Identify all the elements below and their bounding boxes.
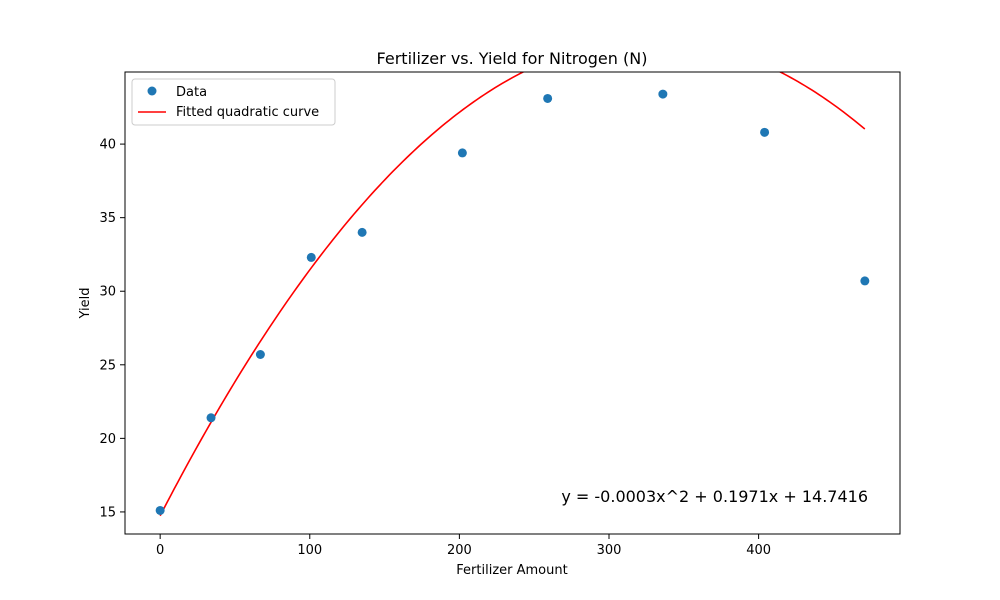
data-point (860, 276, 870, 286)
legend-marker-data (147, 86, 157, 96)
data-point (357, 227, 367, 237)
y-tick-label: 20 (99, 432, 116, 447)
x-axis-label: Fertilizer Amount (456, 563, 567, 578)
data-point (543, 93, 553, 103)
data-point (255, 349, 265, 359)
y-tick-label: 25 (99, 358, 116, 373)
y-tick-label: 35 (99, 211, 116, 226)
y-tick-label: 40 (99, 138, 116, 153)
legend-label-fit: Fitted quadratic curve (176, 105, 319, 120)
x-tick-label: 400 (746, 543, 771, 558)
data-point (206, 413, 216, 423)
data-point (155, 505, 165, 515)
x-tick-label: 0 (156, 543, 164, 558)
data-point (306, 252, 316, 262)
legend-box (131, 78, 336, 126)
fitted-quadratic-curve (159, 72, 866, 517)
legend-label-data: Data (176, 85, 207, 100)
chart-title: Fertilizer vs. Yield for Nitrogen (N) (377, 49, 648, 68)
x-tick-label: 200 (447, 543, 472, 558)
axes-frame (124, 71, 901, 535)
fit-curve-layer (159, 72, 866, 517)
plot-area (155, 72, 870, 517)
y-tick-label: 30 (99, 285, 116, 300)
data-point (658, 89, 668, 99)
data-points-layer (155, 89, 870, 515)
x-axis-ticks: 0 100 200 300 400 (156, 534, 771, 558)
legend: Data Fitted quadratic curve (131, 78, 336, 126)
y-tick-label: 15 (99, 505, 116, 520)
data-point (457, 148, 467, 158)
x-tick-label: 100 (297, 543, 322, 558)
data-point (760, 127, 770, 137)
x-tick-label: 300 (597, 543, 622, 558)
y-axis-label: Yield (78, 288, 93, 320)
fit-equation-annotation: y = -0.0003x^2 + 0.1971x + 14.7416 (561, 487, 868, 506)
y-axis-ticks: 15 20 25 30 35 40 (99, 138, 125, 520)
